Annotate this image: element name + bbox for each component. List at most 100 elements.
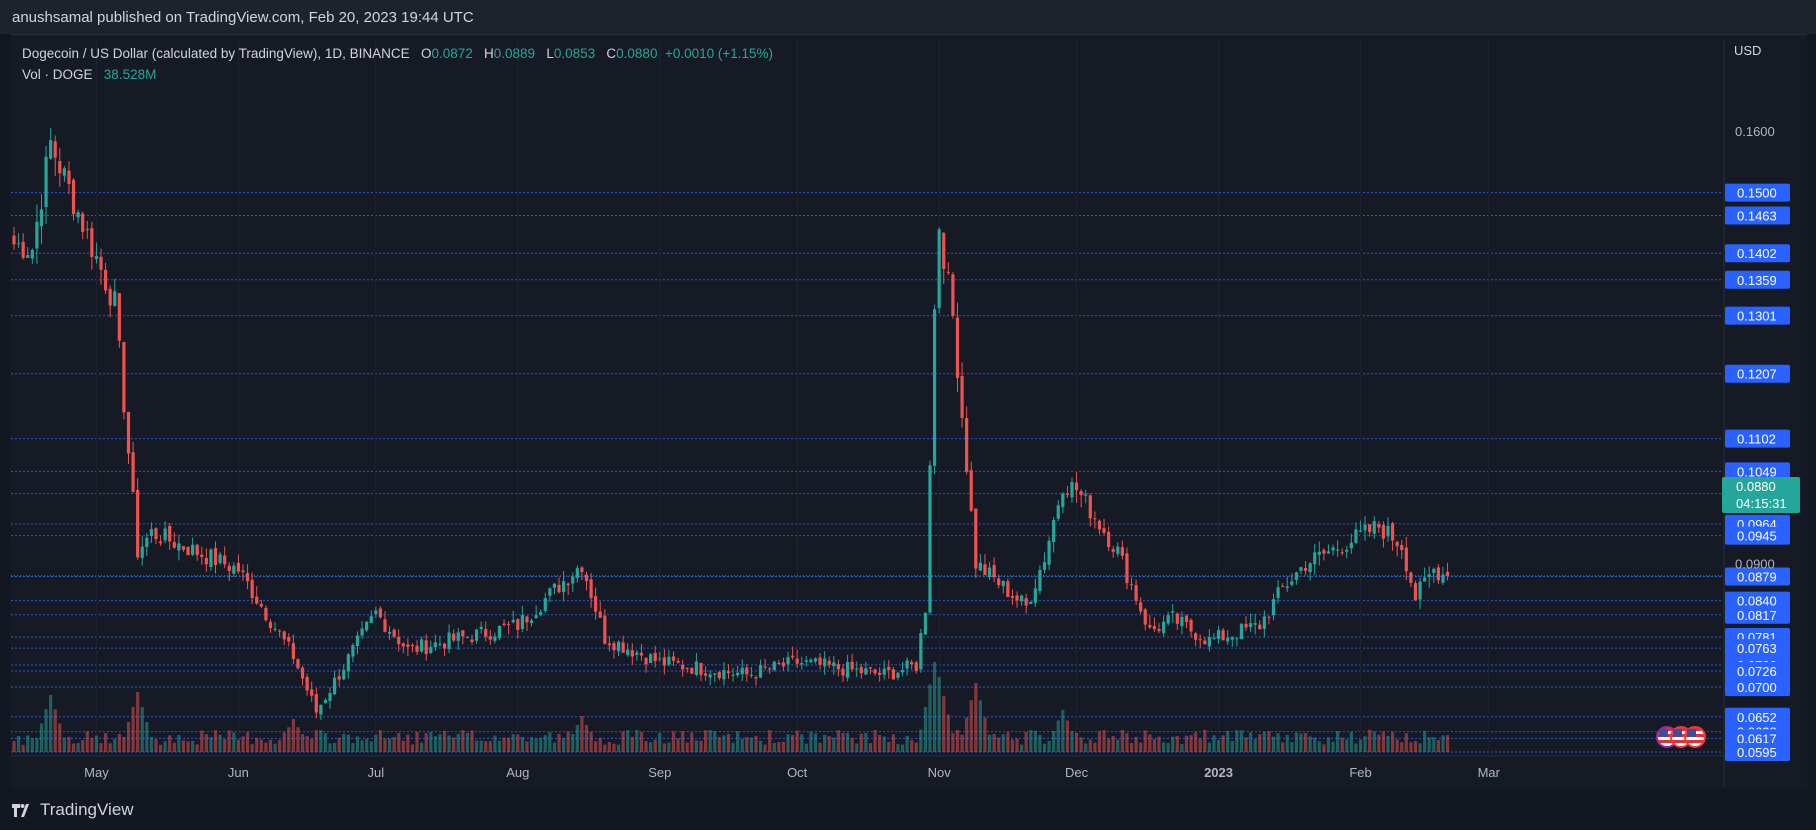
candle-body	[420, 639, 424, 652]
candle-body	[841, 668, 845, 676]
volume-bar	[250, 744, 254, 752]
candle-body	[584, 574, 589, 582]
candle-body	[887, 666, 891, 670]
event-markers[interactable]	[1656, 726, 1706, 748]
candle-body	[1226, 637, 1230, 642]
candle-body	[525, 616, 529, 623]
time-axis[interactable]: May Jun Jul Aug Sep Oct Nov Dec 2023 Feb Mar	[84, 765, 1500, 780]
volume-bar	[754, 735, 758, 752]
candle-body	[919, 633, 923, 670]
volume-bar	[1212, 735, 1216, 752]
volume-bar	[236, 739, 241, 752]
volume-bar	[1166, 742, 1170, 752]
candle-body	[868, 667, 873, 669]
volume-bar	[195, 744, 199, 752]
candle-body	[99, 256, 103, 270]
volume-bar	[878, 734, 882, 752]
volume-bar	[758, 740, 763, 752]
candle-body	[1029, 602, 1033, 604]
volume-bar	[653, 739, 657, 752]
candle-body	[1221, 630, 1225, 641]
level-price-badge	[1725, 567, 1790, 586]
candle-body	[639, 652, 644, 656]
volume-bar	[392, 737, 396, 752]
volume-bar	[507, 737, 511, 752]
candle-body	[117, 293, 121, 341]
candle-body	[26, 255, 30, 258]
volume-bar	[1317, 741, 1321, 752]
volume-bar	[1413, 741, 1418, 752]
volume-bar	[218, 734, 222, 752]
level-price-label: 0.1402	[1737, 246, 1777, 261]
volume-bar	[351, 743, 355, 752]
volume-bar	[479, 740, 483, 752]
candle-body	[1281, 585, 1285, 587]
candle-body	[575, 568, 579, 579]
candle-body	[273, 628, 277, 630]
volume-bar	[1001, 734, 1005, 752]
us-flag-icon[interactable]	[1684, 726, 1706, 748]
chart-frame[interactable]	[11, 34, 1807, 790]
candle-body	[383, 619, 387, 632]
candle-body	[1423, 577, 1427, 582]
candle-body	[465, 637, 470, 639]
candle-body	[191, 544, 195, 555]
volume-bar	[919, 729, 923, 752]
candle-body	[552, 583, 557, 588]
volume-bar	[117, 733, 121, 752]
candle-body	[855, 668, 859, 670]
time-tick-label: 2023	[1204, 765, 1233, 780]
volume-bar	[1436, 740, 1440, 752]
volume-bar	[1079, 737, 1083, 752]
volume-bar	[488, 741, 492, 752]
candle-body	[1161, 621, 1166, 634]
horizontal-levels	[11, 192, 1722, 753]
volume-bar	[589, 732, 593, 752]
legend-volume-label[interactable]: Vol · DOGE	[22, 67, 93, 82]
candle-body	[736, 672, 740, 676]
volume-bar	[1097, 731, 1102, 752]
candle-body	[960, 376, 964, 418]
legend-symbol[interactable]: Dogecoin / US Dollar (calculated by Trad…	[22, 46, 410, 61]
volume-bar	[584, 725, 589, 752]
candle-body	[1322, 550, 1326, 554]
volume-bar	[30, 738, 34, 752]
tradingview-logo[interactable]: TradingView	[12, 800, 134, 820]
candle-body	[690, 668, 694, 674]
candle-body	[937, 229, 941, 308]
volume-bar	[1441, 735, 1445, 752]
volume-bar	[658, 732, 662, 752]
volume-bar	[910, 740, 914, 752]
candle-body	[1061, 493, 1065, 508]
volume-bar	[612, 743, 616, 752]
volume-bar	[598, 737, 602, 752]
candle-body	[1116, 546, 1120, 554]
price-axis[interactable]: 0.1500 0.1463 0.1402 0.1359 0.1301 0.1207 0.11…	[1725, 124, 1790, 761]
volume-bar	[355, 736, 360, 752]
candle-body	[644, 657, 648, 665]
candle-body	[392, 629, 396, 637]
candle-body	[1432, 568, 1436, 573]
volume-bar	[191, 740, 195, 752]
volume-bar	[49, 695, 53, 752]
currency-label: USD	[1734, 43, 1762, 58]
candle-body	[777, 662, 781, 665]
volume-bar	[708, 730, 712, 752]
candle-body	[864, 668, 868, 675]
volume-bar	[511, 734, 515, 752]
volume-bar	[415, 731, 419, 752]
candle-body	[172, 542, 176, 548]
volume-bars	[12, 662, 1450, 752]
current-price-badge: 0.0880 04:15:31	[1722, 477, 1800, 513]
volume-bar	[1395, 739, 1399, 752]
candle-body	[236, 563, 241, 572]
candle-body	[1390, 523, 1395, 541]
volume-bar	[365, 738, 369, 752]
candle-body	[1340, 552, 1344, 554]
volume-bar	[1381, 731, 1386, 752]
volume-bar	[1056, 720, 1060, 752]
candle-body	[319, 705, 323, 715]
volume-bar	[76, 743, 80, 752]
candle-body	[694, 661, 699, 675]
